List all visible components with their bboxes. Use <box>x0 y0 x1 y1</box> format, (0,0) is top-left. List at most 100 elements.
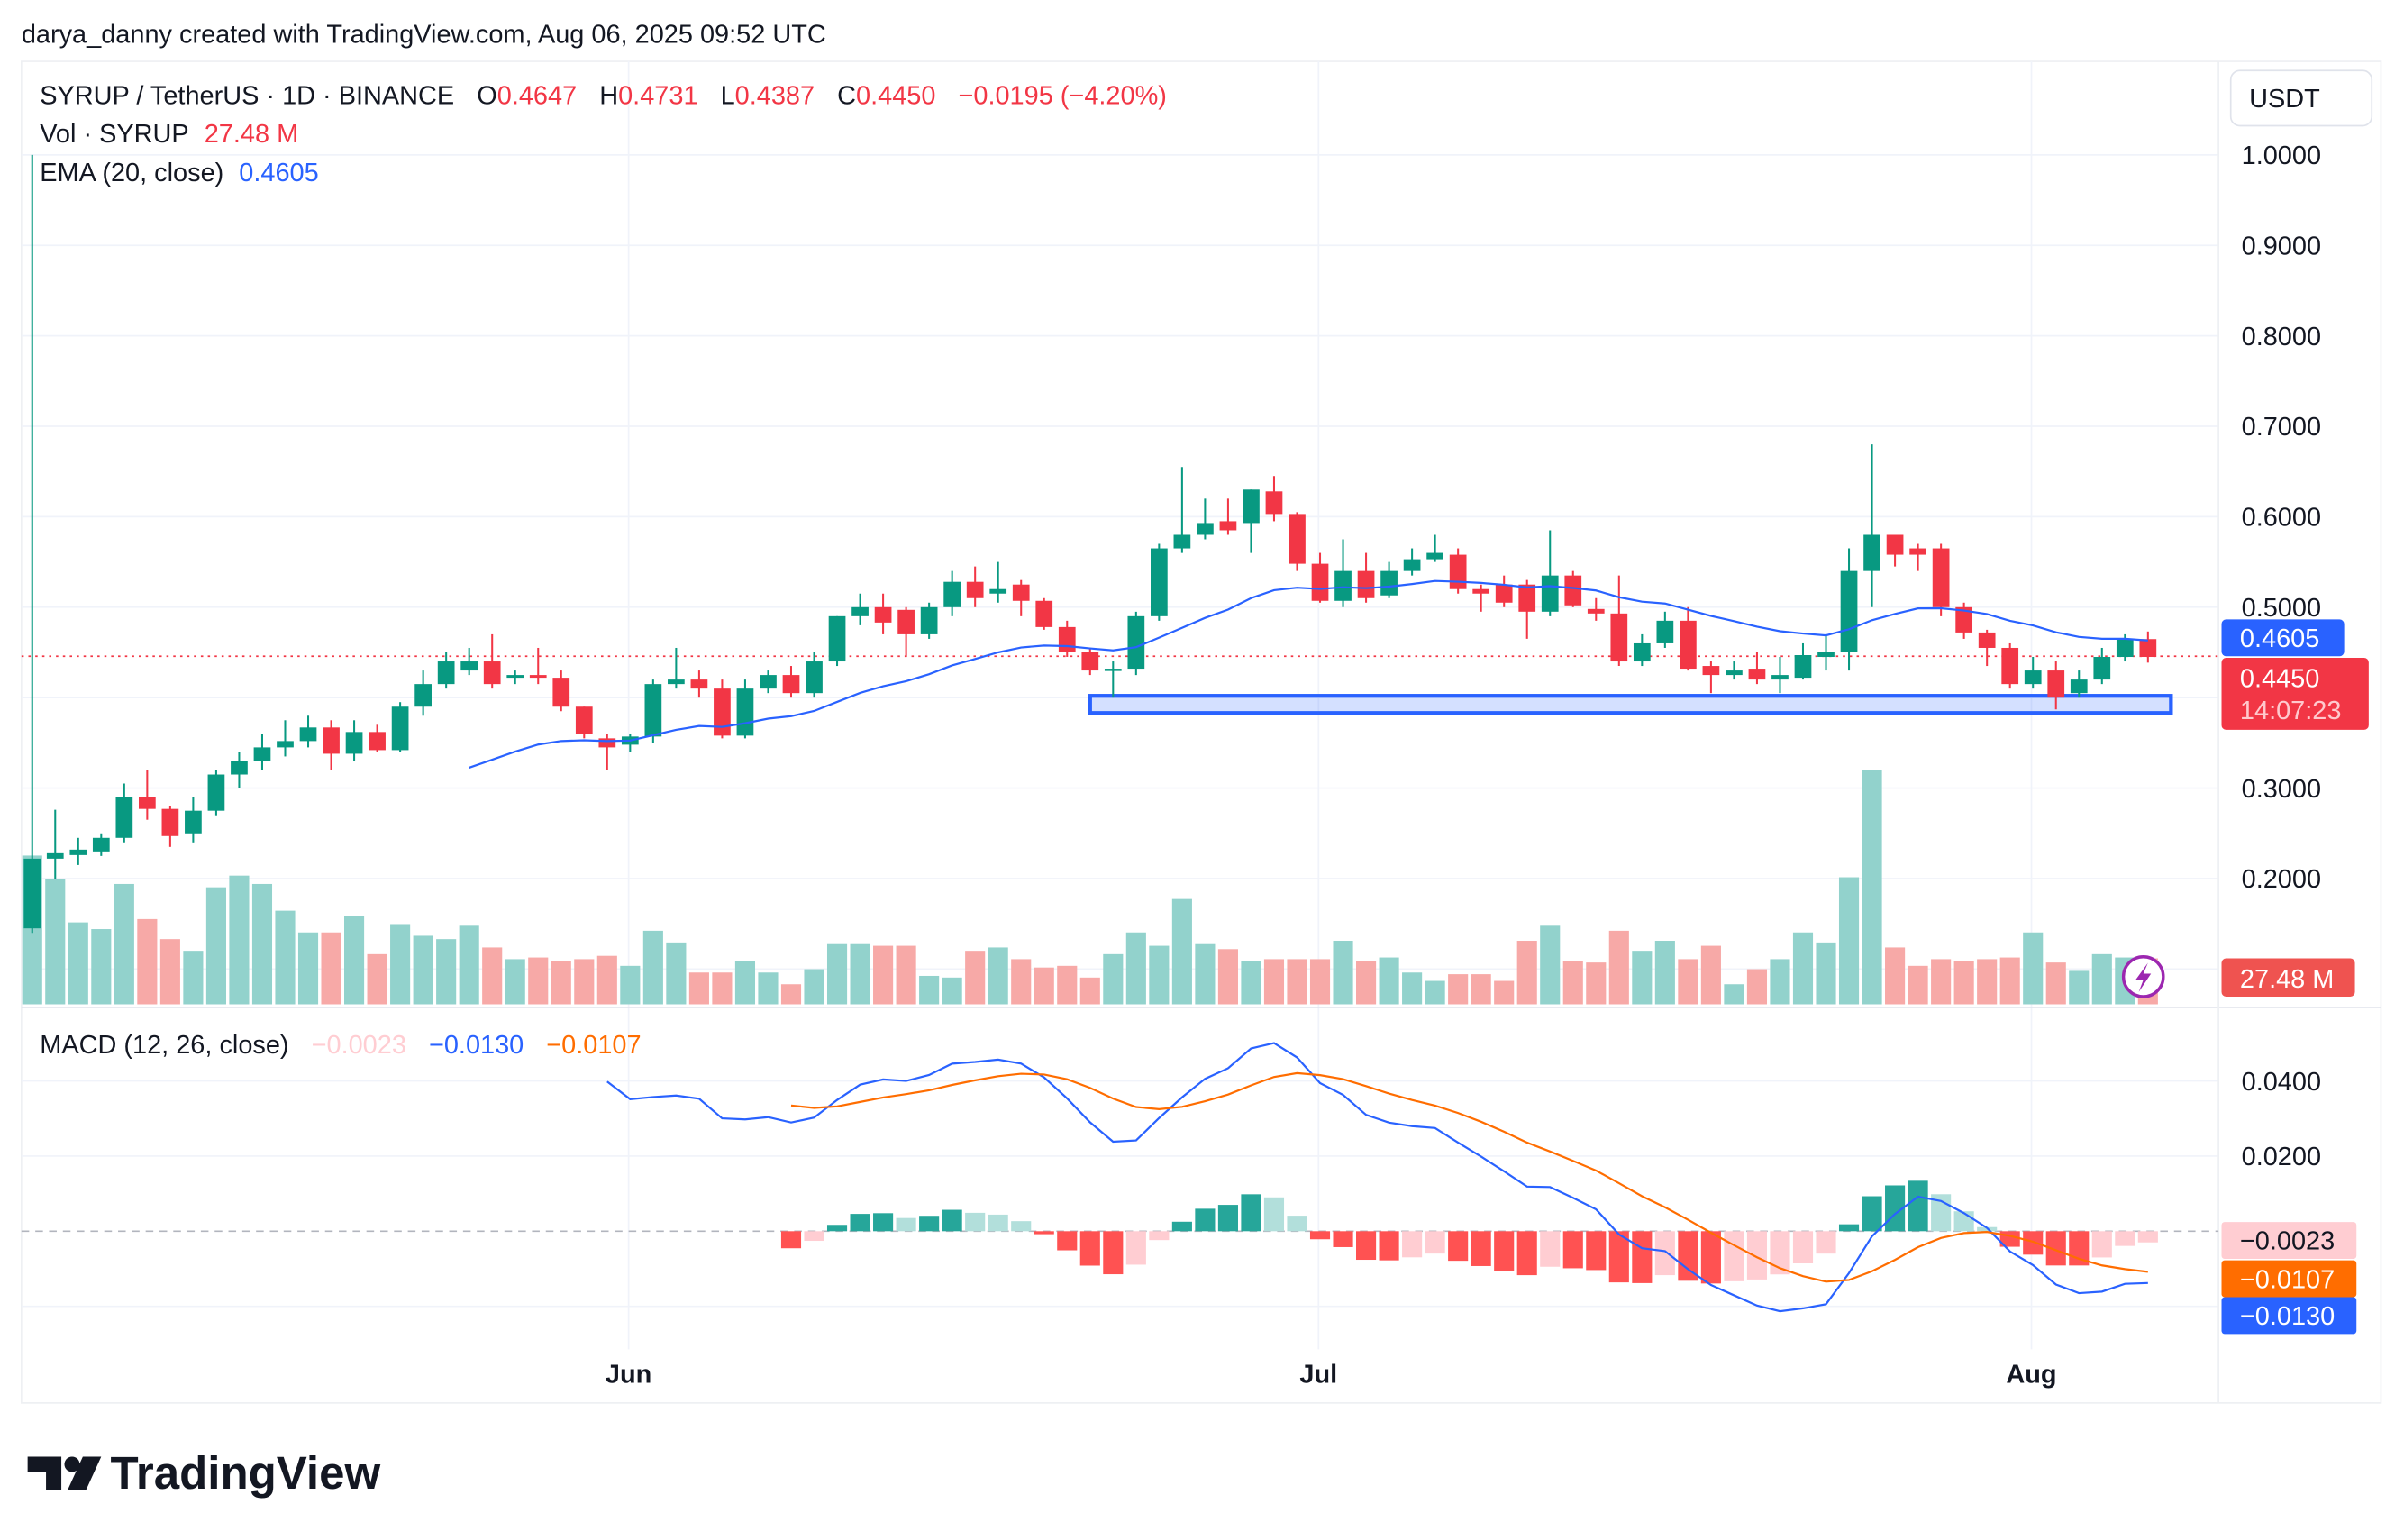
macd-histogram-bar <box>1356 1231 1377 1261</box>
macd-histogram-bar <box>1149 1231 1170 1241</box>
macd-hist-badge <box>2221 1222 2357 1259</box>
price-axis[interactable]: 1.0000 0.9000 0.8000 0.7000 0.6000 0.5000 0.30… <box>606 141 2321 1390</box>
macd-histogram <box>780 1180 2158 1284</box>
candle-body <box>2070 679 2088 694</box>
volume-bar <box>1125 932 1146 1005</box>
volume-bar <box>251 883 273 1005</box>
candle-body <box>2093 657 2111 680</box>
candle-body <box>1863 534 1880 571</box>
candle-body <box>69 849 87 855</box>
candle-body <box>1035 600 1053 627</box>
candle-body <box>1610 613 1628 662</box>
macd-histogram-bar <box>1700 1231 1721 1284</box>
macd-histogram-bar <box>1171 1221 1192 1232</box>
volume-bar <box>68 922 88 1005</box>
volume-bar <box>1333 941 1353 1005</box>
volume-bar <box>1838 877 1860 1005</box>
macd-histogram-bar <box>1079 1231 1100 1266</box>
volume-bar <box>367 953 387 1005</box>
macd-histogram-bar <box>1678 1231 1698 1281</box>
lightning-icon[interactable] <box>2121 955 2165 998</box>
volume-bar <box>551 961 571 1005</box>
volume-bar <box>1953 961 1974 1005</box>
candle-body <box>1541 575 1559 612</box>
candle-body <box>185 810 202 834</box>
price-tick-label: 0.6000 <box>2242 504 2321 533</box>
candle-body <box>1127 615 1145 670</box>
volume-bar <box>1356 961 1377 1005</box>
candle-body <box>23 858 41 929</box>
currency-button[interactable] <box>2229 69 2373 127</box>
macd-histogram-bar <box>1746 1231 1768 1280</box>
candle-body <box>1219 521 1237 531</box>
volume-bar <box>1309 959 1331 1005</box>
candle-body <box>2116 638 2134 658</box>
candle-body <box>139 797 156 809</box>
macd-histogram-bar <box>1448 1231 1469 1262</box>
candle-body <box>1289 514 1306 564</box>
volume-bar <box>528 957 549 1005</box>
volume-bar <box>666 942 687 1005</box>
ema-badge <box>2221 619 2345 657</box>
candle-body <box>1334 570 1352 601</box>
macd-histogram-bar <box>2115 1231 2135 1246</box>
macd-histogram-bar <box>804 1231 824 1242</box>
candle-body <box>920 606 938 634</box>
candle-body <box>231 761 248 775</box>
candle-body <box>1357 570 1375 598</box>
macd-histogram-bar <box>1862 1196 1882 1232</box>
candle-body <box>851 606 869 616</box>
candle-body <box>529 675 547 679</box>
macd-histogram-bar <box>919 1216 940 1232</box>
price-tick-label: 0.5000 <box>2242 594 2321 623</box>
macd-histogram-bar <box>873 1213 894 1232</box>
macd-histogram-bar <box>1379 1231 1399 1261</box>
volume-bar <box>1079 977 1100 1005</box>
volume-bar <box>205 887 226 1005</box>
price-tick-label: 1.0000 <box>2242 141 2321 170</box>
candle-body <box>1656 620 1674 643</box>
ema-legend[interactable]: EMA (20, close) 0.4605 <box>40 159 318 187</box>
volume-bar <box>712 972 733 1005</box>
candle-body <box>782 675 800 694</box>
volume-bar <box>642 930 663 1005</box>
candle-body <box>989 588 1007 594</box>
volume-bar <box>45 879 66 1005</box>
macd-histogram-bar <box>1770 1231 1790 1275</box>
volume-bar <box>1241 961 1261 1005</box>
candle-body <box>1104 669 1122 671</box>
volume-bar <box>1724 984 1744 1005</box>
support-zone-rectangle[interactable] <box>1088 694 2173 715</box>
candle-body <box>1932 548 1950 607</box>
candle-body <box>161 808 179 836</box>
volume-bar <box>413 935 433 1005</box>
candle-body <box>760 675 777 689</box>
candle-body <box>1771 675 1789 680</box>
symbol-title[interactable]: SYRUP / TetherUS · 1D · BINANCE <box>40 82 454 111</box>
time-axis-label: Aug <box>2006 1361 2056 1390</box>
macd-histogram-bar <box>1034 1231 1054 1235</box>
bar-countdown: 14:07:23 <box>2240 697 2342 725</box>
volume-bar <box>1217 949 1238 1005</box>
volume-bar <box>1057 965 1078 1005</box>
volume-bar <box>344 916 365 1005</box>
price-tick-label: 0.7000 <box>2242 413 2321 442</box>
volume-bar <box>1540 925 1561 1005</box>
macd-histogram-bar <box>965 1212 986 1232</box>
candle-body <box>253 747 271 761</box>
chart-credit: darya_danny created with TradingView.com… <box>22 21 826 50</box>
volume-bar <box>780 984 802 1005</box>
macd-line <box>606 1042 2148 1313</box>
candle-body <box>2047 670 2065 698</box>
candle-body <box>460 661 478 671</box>
price-tick-label: 0.9000 <box>2242 232 2321 260</box>
macd-histogram-bar <box>1586 1231 1607 1271</box>
candle-body <box>714 688 731 736</box>
volume-bar <box>758 972 779 1005</box>
volume-bar <box>1977 959 1998 1005</box>
candle-body <box>1058 626 1076 652</box>
macd-legend[interactable]: MACD (12, 26, close) −0.0023 −0.0130 −0.… <box>40 1031 641 1060</box>
volume-bar <box>574 959 595 1005</box>
volume-legend[interactable]: Vol · SYRUP 27.48 M <box>40 120 298 149</box>
